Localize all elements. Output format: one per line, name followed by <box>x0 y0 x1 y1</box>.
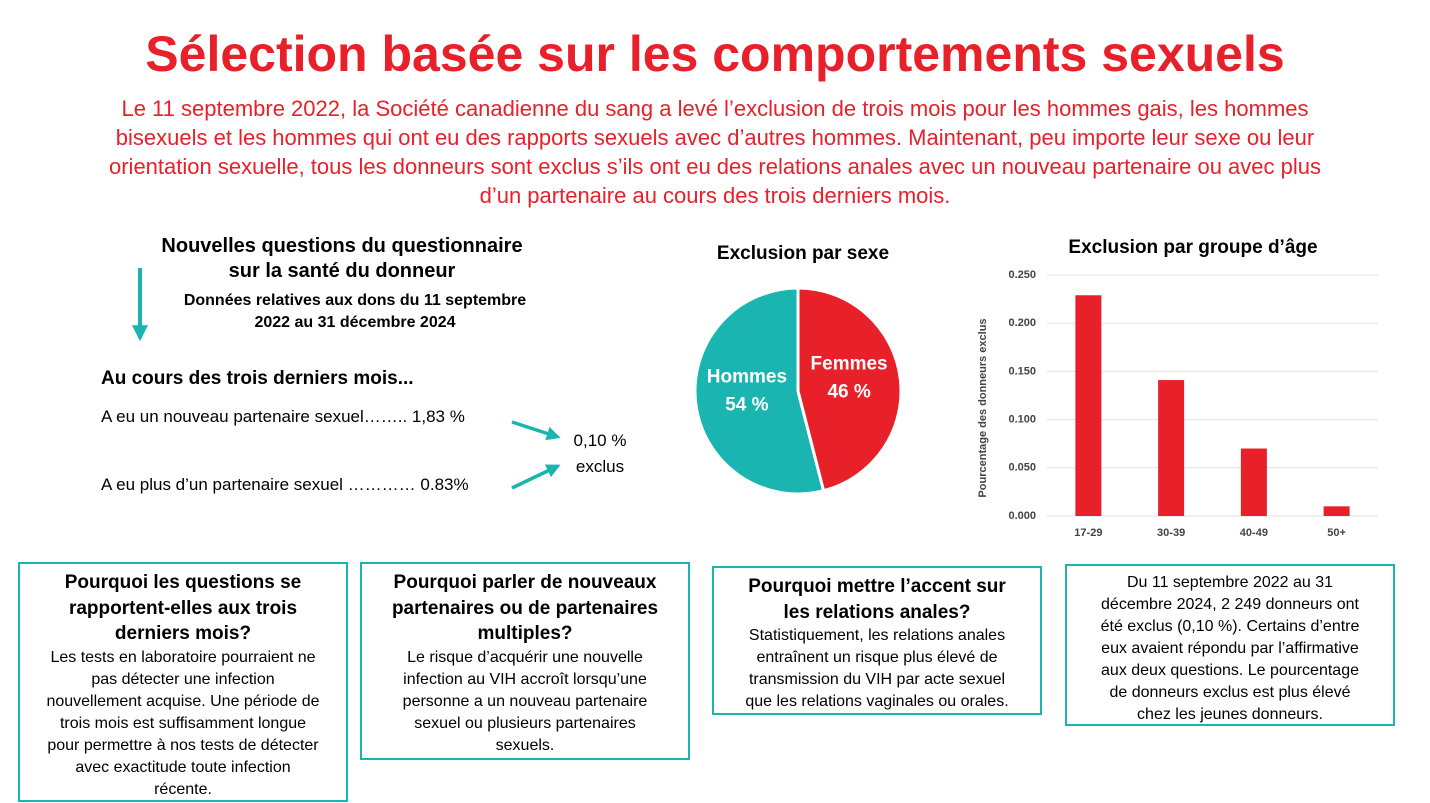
bar <box>1240 448 1267 516</box>
text-line: 0,10 % <box>573 431 627 450</box>
arrow <box>511 420 561 441</box>
result: 0,10 % exclus <box>560 428 640 480</box>
text-line: été exclus (0,10 %). Certains d’entre <box>1100 618 1360 635</box>
slice-value: 54 % <box>725 394 768 415</box>
text-line: partenaires ou de partenaires <box>391 597 659 619</box>
period: Au cours des trois derniers mois... <box>101 368 414 389</box>
text-line: personne a un nouveau partenaire <box>402 692 648 710</box>
text-line: Pourquoi mettre l’accent sur <box>748 576 1006 597</box>
text-line: Pourquoi parler de nouveaux <box>393 572 657 593</box>
text-line: de donneurs exclus est plus élevé <box>1109 684 1351 701</box>
y-tick-label: 0.100 <box>1008 414 1036 426</box>
question-item: A eu un nouveau partenaire sexuel…….. 1,… <box>101 407 465 426</box>
text-line: sexuels. <box>495 736 555 754</box>
text-line: pas détecter une infection <box>91 670 275 688</box>
text-line: sexuel ou plusieurs partenaires <box>414 714 636 732</box>
y-axis-label: Pourcentage des donneurs exclus <box>977 318 989 497</box>
text-line: bisexuels et les hommes qui ont eu des r… <box>115 125 1315 150</box>
text-line: d’un partenaire au cours des trois derni… <box>479 183 951 208</box>
text-line: aux deux questions. Le pourcentage <box>1101 662 1359 679</box>
y-tick-label: 0.150 <box>1008 365 1036 377</box>
text-line: multiples? <box>477 623 573 644</box>
text-line: Du 11 septembre 2022 au 31 <box>1126 574 1334 591</box>
text-line: transmission du VIH par acte sexuel <box>748 671 1006 688</box>
x-tick-label: 40-49 <box>1240 527 1268 539</box>
text-line: eux avaient répondu par l’affirmative <box>1101 640 1359 657</box>
text-line: chez les jeunes donneurs. <box>1137 706 1323 723</box>
info-box: Du 11 septembre 2022 au 31 décembre 2024,… <box>1065 564 1395 726</box>
text-line: récente. <box>154 780 212 798</box>
text-line: Les tests en laboratoire pourraient ne <box>50 648 316 666</box>
text-line: Données relatives aux dons du 11 septemb… <box>183 292 527 309</box>
text-line: Le 11 septembre 2022, la Société canadie… <box>121 96 1309 121</box>
text-line: pour permettre à nos tests de détecter <box>47 736 319 754</box>
questions-heading: Nouvelles questions du questionnaire sur … <box>120 234 564 284</box>
text-line: exclus <box>575 457 625 476</box>
text-line: rapportent-elles aux trois <box>68 597 298 619</box>
chart-title: Exclusion par sexe <box>717 243 889 264</box>
text-line: Le risque d’acquérir une nouvelle <box>407 648 643 666</box>
text-line: 2022 au 31 décembre 2024 <box>254 314 456 331</box>
text-line: entraînent un risque plus élevé de <box>756 649 998 666</box>
slice-value: 46 % <box>827 382 870 403</box>
text-line: Statistiquement, les relations anales <box>748 627 1006 644</box>
slice-label: Femmes <box>811 354 888 375</box>
chart-title: Exclusion par groupe d’âge <box>1068 237 1317 258</box>
x-tick-label: 30-39 <box>1157 527 1185 539</box>
text-line: derniers mois? <box>114 623 252 644</box>
info-box: Pourquoi les questions se rapportent-elle… <box>18 562 348 802</box>
text-line: infection au VIH accroît lorsqu’une <box>403 670 647 688</box>
info-box: Pourquoi mettre l’accent sur les relation… <box>712 566 1042 715</box>
text-line: Nouvelles questions du questionnaire <box>161 235 523 257</box>
text-line: trois mois est suffisamment longue <box>59 714 307 732</box>
text-line: les relations anales? <box>783 601 971 623</box>
intro: Le 11 septembre 2022, la Société canadie… <box>0 94 1430 210</box>
text-line: orientation sexuelle, tous les donneurs … <box>109 154 1321 179</box>
x-tick-label: 17-29 <box>1074 527 1102 539</box>
slice-label: Hommes <box>707 366 787 387</box>
text-line: décembre 2024, 2 249 donneurs ont <box>1101 596 1359 613</box>
bar <box>1323 506 1350 516</box>
text-line: Pourquoi les questions se <box>64 572 302 593</box>
text-line: que les relations vaginales ou orales. <box>745 693 1009 710</box>
y-tick-label: 0.250 <box>1008 269 1036 281</box>
pie-slice <box>796 286 903 493</box>
bar <box>1158 380 1185 516</box>
pie-slice <box>693 286 826 496</box>
x-tick-label: 50+ <box>1327 527 1346 539</box>
info-box: Pourquoi parler de nouveaux partenaires o… <box>360 562 690 760</box>
arrow <box>511 464 561 490</box>
questions-subheading: Données relatives aux dons du 11 septemb… <box>150 290 560 334</box>
text-line: avec exactitude toute infection <box>75 758 291 776</box>
page-title: Sélection basée sur les comportements se… <box>145 26 1285 82</box>
bar <box>1075 295 1102 516</box>
text-line: nouvellement acquise. Une période de <box>46 692 320 710</box>
y-tick-label: 0.000 <box>1008 510 1036 522</box>
y-tick-label: 0.200 <box>1008 317 1036 329</box>
y-tick-label: 0.050 <box>1008 462 1036 474</box>
question-item: A eu plus d’un partenaire sexuel ………… 0.… <box>101 475 469 494</box>
text-line: sur la santé du donneur <box>228 260 456 282</box>
